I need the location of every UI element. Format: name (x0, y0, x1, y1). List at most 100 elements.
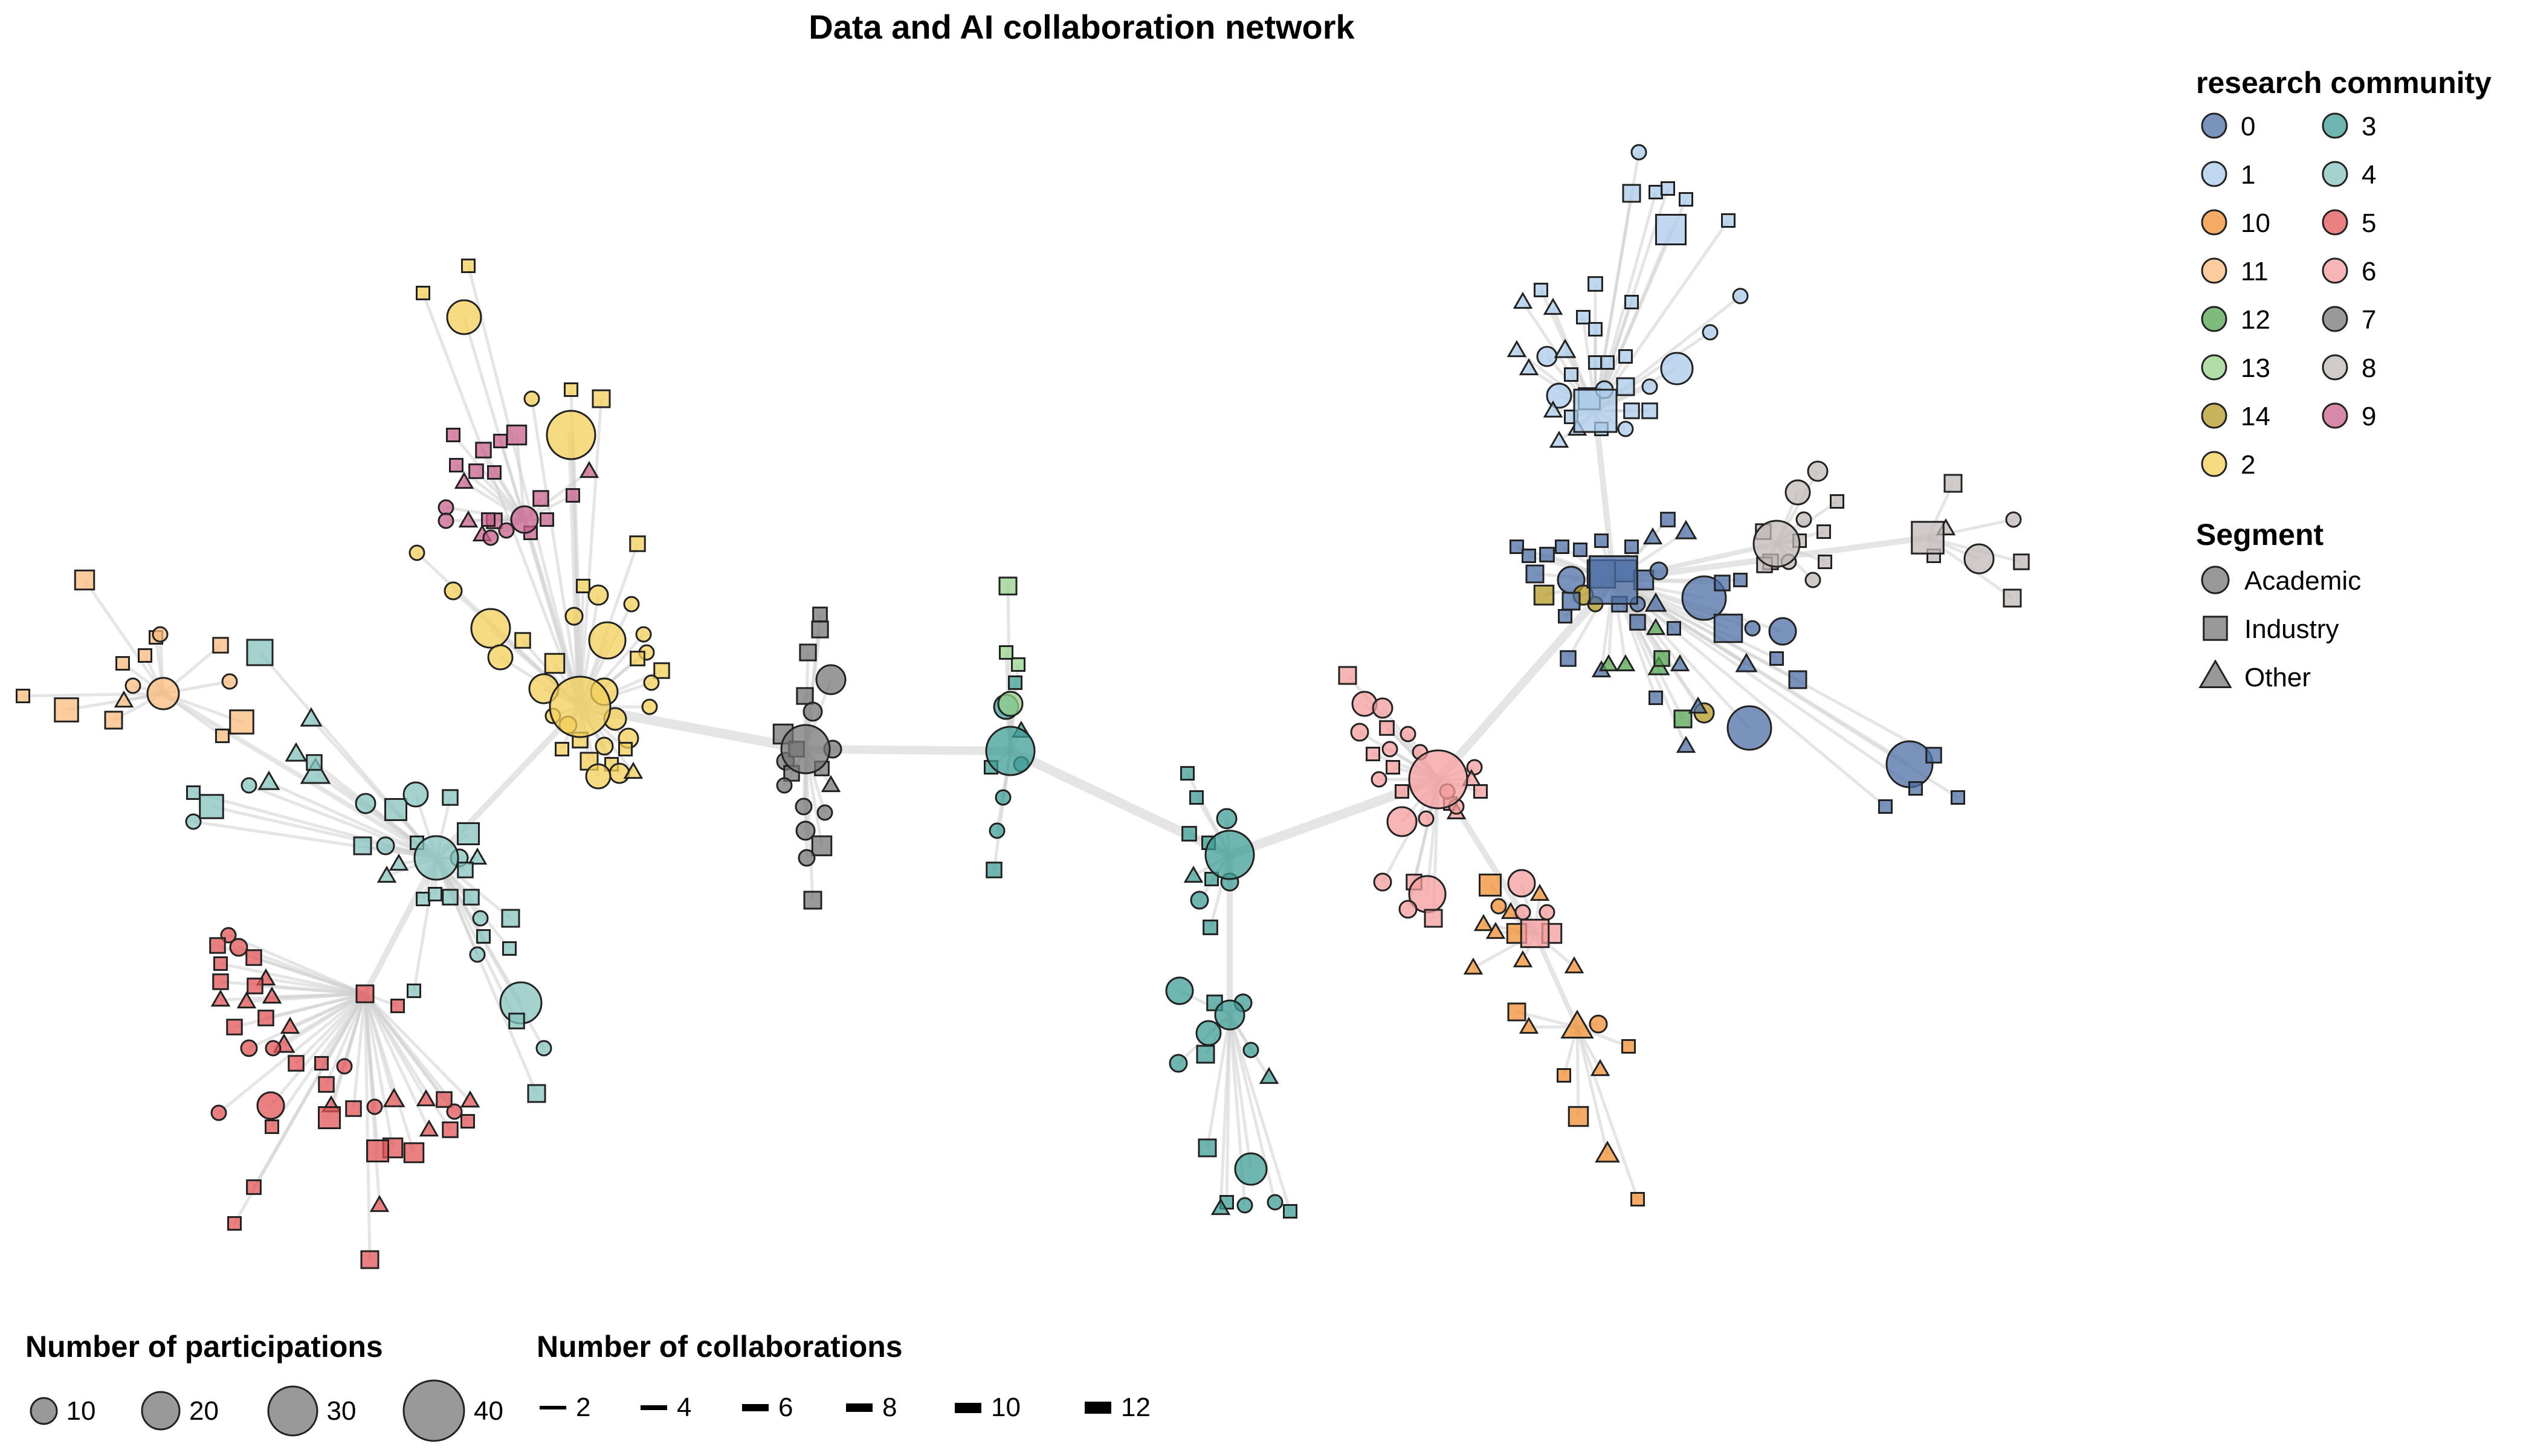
node (1642, 527, 1663, 545)
node (1379, 720, 1395, 736)
node (210, 989, 231, 1007)
node (1878, 799, 1893, 814)
node (1587, 276, 1603, 292)
node (300, 757, 331, 784)
node (1644, 592, 1667, 612)
node (1510, 540, 1524, 554)
legend-collaboration-line (742, 1404, 769, 1411)
node (389, 853, 409, 871)
edge (363, 993, 431, 1131)
node (1536, 346, 1558, 367)
node (989, 822, 1006, 839)
legend-community-label: 1 (2241, 160, 2256, 190)
node (592, 389, 611, 408)
legend-segment-swatch (2198, 660, 2232, 689)
node (318, 1106, 341, 1129)
node (576, 579, 590, 593)
node (1466, 759, 1483, 776)
legend-participations-title: Number of participations (25, 1330, 383, 1364)
node (446, 299, 482, 335)
hub-node (1204, 829, 1255, 880)
hub-node (1408, 749, 1468, 810)
legend-segment-swatch (2203, 616, 2228, 641)
edge (578, 398, 603, 707)
node (1350, 723, 1369, 742)
hub-node (1214, 999, 1245, 1031)
node (623, 596, 640, 613)
node (623, 761, 644, 779)
legend-community-swatch (2322, 354, 2348, 381)
node (630, 651, 645, 666)
edge (1219, 1014, 1232, 1209)
node (1529, 883, 1550, 901)
node (564, 382, 578, 397)
node (1641, 402, 1658, 419)
node (1386, 760, 1400, 775)
node (1649, 691, 1663, 705)
legend-symbol (267, 1385, 318, 1436)
node (468, 463, 484, 479)
node (1623, 402, 1640, 419)
node (1554, 338, 1577, 358)
legend-participation-swatch (30, 1397, 57, 1425)
legend-collaboration-label: 2 (576, 1393, 591, 1422)
hub-node (549, 675, 612, 738)
node (2013, 553, 2030, 570)
node (1210, 1197, 1231, 1216)
node (336, 1058, 353, 1075)
node (1744, 620, 1761, 637)
node (446, 428, 460, 442)
node (138, 648, 152, 663)
node (1473, 784, 1488, 799)
legend-symbol (2322, 209, 2348, 236)
node (587, 584, 609, 606)
node (481, 512, 496, 527)
legend-symbol (2322, 306, 2348, 332)
edge (1612, 578, 1935, 757)
node (1788, 670, 1807, 689)
edge (1612, 579, 1887, 808)
node (1769, 651, 1784, 666)
node (1925, 747, 1942, 764)
legend-community-swatch (2201, 402, 2227, 429)
node (1165, 976, 1194, 1005)
node (366, 1098, 383, 1115)
edge (352, 993, 367, 1109)
hub-node (1560, 1010, 1594, 1039)
legend-community-label: 5 (2362, 208, 2377, 238)
hub-node (780, 724, 831, 775)
node (1713, 613, 1743, 643)
node (2005, 511, 2022, 528)
legend-collaboration-line (846, 1403, 873, 1413)
node (1629, 614, 1646, 631)
node (643, 674, 660, 691)
node (1649, 185, 1663, 199)
edge (253, 956, 366, 996)
edge (1206, 1014, 1232, 1148)
node (555, 742, 569, 756)
legend-community-swatch (2322, 112, 2348, 139)
edge (1228, 1014, 1292, 1212)
node (1943, 474, 1963, 493)
node (564, 607, 584, 626)
node (1830, 494, 1844, 509)
node (428, 887, 442, 901)
legend-community-swatch (2322, 209, 2348, 236)
node (798, 849, 816, 867)
legend-segment-title: Segment (2196, 518, 2324, 552)
legend-symbol (141, 1391, 181, 1431)
node (403, 1142, 425, 1164)
legend-collaboration-label: 8 (882, 1393, 897, 1422)
node (1630, 1192, 1645, 1206)
node (1622, 184, 1641, 203)
hub-node (1589, 555, 1638, 605)
edge (265, 992, 366, 1020)
node (442, 889, 459, 906)
legend-symbol (2201, 565, 2230, 594)
node (458, 510, 479, 528)
node (152, 626, 169, 643)
node (265, 1040, 282, 1057)
node (1259, 1066, 1279, 1084)
node (376, 865, 397, 883)
node (461, 259, 476, 273)
